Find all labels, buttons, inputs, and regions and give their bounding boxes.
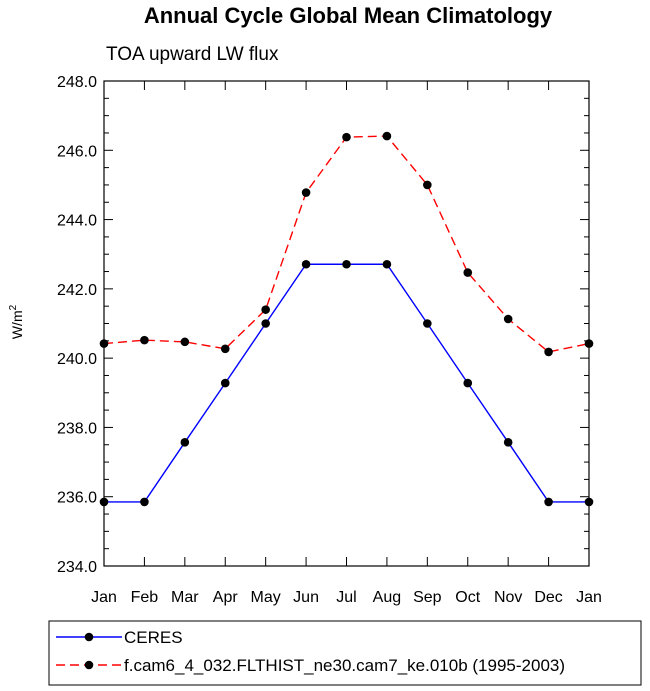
data-point-series-1 (382, 131, 392, 141)
data-point-series-0 (544, 497, 553, 507)
data-point-series-1 (463, 268, 473, 277)
data-point-series-0 (140, 497, 149, 507)
y-tick-label: 244.0 (57, 213, 97, 230)
data-point-series-0 (99, 497, 109, 507)
legend-label-1: f.cam6_4_032.FLTHIST_ne30.cam7_ke.010b (… (124, 656, 565, 675)
data-point-series-1 (220, 344, 230, 354)
y-tick-label: 234.0 (57, 559, 97, 576)
x-tick-label: Jan (91, 589, 117, 606)
x-tick-label: Feb (131, 589, 159, 606)
y-tick-label: 238.0 (57, 420, 97, 437)
legend-box (48, 620, 642, 686)
data-point-series-1 (261, 305, 270, 314)
chart-subtitle: TOA upward LW flux (106, 44, 279, 65)
data-point-series-0 (503, 438, 513, 447)
x-tick-label: Mar (171, 589, 199, 606)
data-point-series-0 (342, 259, 351, 269)
plot-area-frame (103, 80, 590, 567)
y-tick-label: 240.0 (57, 351, 97, 368)
series-line-1 (103, 135, 590, 353)
legend-marker-1 (84, 660, 94, 670)
data-point-series-0 (584, 497, 594, 507)
data-point-series-1 (180, 337, 190, 347)
series-line-0 (104, 263, 589, 503)
x-tick-label: Sep (413, 589, 442, 606)
data-point-series-1 (503, 314, 513, 324)
x-tick-label: Aug (373, 589, 401, 606)
legend-marker-0 (84, 632, 94, 642)
data-point-series-1 (584, 339, 594, 348)
x-tick-label: Apr (213, 589, 239, 606)
data-point-series-1 (342, 132, 351, 142)
data-point-series-0 (180, 438, 190, 447)
y-tick-label: 242.0 (57, 282, 97, 299)
data-point-series-0 (261, 319, 270, 328)
x-tick-label: Jun (293, 589, 319, 606)
x-tick-label: Jul (336, 589, 356, 606)
series-layer (99, 131, 594, 507)
x-tick-label: Nov (494, 589, 522, 606)
data-point-series-1 (99, 339, 109, 348)
y-axis-label: W/m2 (8, 304, 25, 339)
y-tick-label: 246.0 (57, 143, 97, 160)
y-tick-label: 236.0 (57, 490, 97, 507)
data-point-series-1 (423, 180, 432, 190)
legend-label-0: CERES (124, 628, 183, 647)
data-point-series-1 (301, 188, 311, 197)
data-point-series-0 (220, 378, 230, 388)
data-point-series-0 (382, 259, 392, 269)
x-tick-label: May (251, 589, 281, 606)
data-point-series-0 (301, 259, 311, 269)
legend: CERES f.cam6_4_032.FLTHIST_ne30.cam7_ke.0… (56, 628, 565, 675)
data-point-series-1 (544, 347, 553, 357)
x-tick-label: Oct (455, 589, 480, 606)
x-axis-ticks: Jan Feb Mar Apr May Jun Jul Aug Sep Oct Nov Dec Jan (91, 81, 602, 606)
data-point-series-0 (423, 319, 432, 328)
y-tick-label: 248.0 (57, 74, 97, 91)
y-axis-ticks: 234.0 236.0 238.0 240.0 242.0 244.0 246.0 248.0 (57, 74, 589, 576)
data-point-series-1 (140, 335, 149, 345)
x-tick-label: Dec (534, 589, 562, 606)
chart-title: Annual Cycle Global Mean Climatology (144, 3, 553, 28)
x-tick-label: Jan (576, 589, 602, 606)
data-point-series-0 (463, 378, 473, 388)
